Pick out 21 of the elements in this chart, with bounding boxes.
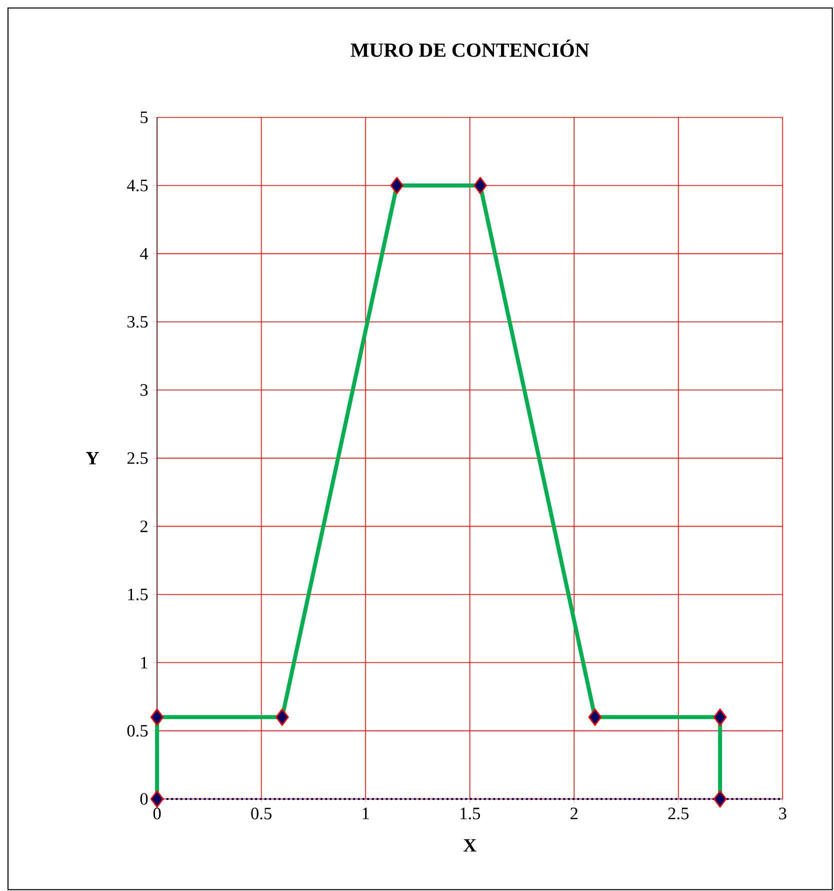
y-tick-label: 0.5 bbox=[128, 724, 148, 737]
y-tick-label: 1 bbox=[141, 656, 148, 668]
y-axis-title: Y bbox=[86, 452, 99, 464]
x-tick-label: 2.5 bbox=[668, 808, 689, 820]
y-tick-label: 3.5 bbox=[128, 316, 148, 328]
x-tick-label: 0.5 bbox=[251, 808, 272, 820]
x-tick-label: 1.5 bbox=[460, 808, 480, 820]
chart-title: MURO DE CONTENCIÓN bbox=[350, 40, 590, 57]
y-tick-label: 1.5 bbox=[128, 588, 148, 600]
y-tick-label: 2 bbox=[140, 520, 148, 532]
y-tick-label: 4 bbox=[140, 248, 148, 260]
y-tick-label: 4.5 bbox=[127, 180, 148, 192]
y-tick-label: 5 bbox=[140, 112, 148, 124]
y-tick-label: 2.5 bbox=[128, 452, 148, 464]
x-tick-label: 0 bbox=[154, 808, 161, 820]
x-tick-label: 2 bbox=[570, 808, 578, 820]
x-tick-label: 1 bbox=[362, 808, 370, 820]
x-axis-title: X bbox=[464, 839, 477, 852]
y-tick-label: 3 bbox=[140, 384, 148, 396]
x-tick-label: 3 bbox=[779, 808, 786, 820]
y-tick-label: 0 bbox=[140, 793, 148, 805]
